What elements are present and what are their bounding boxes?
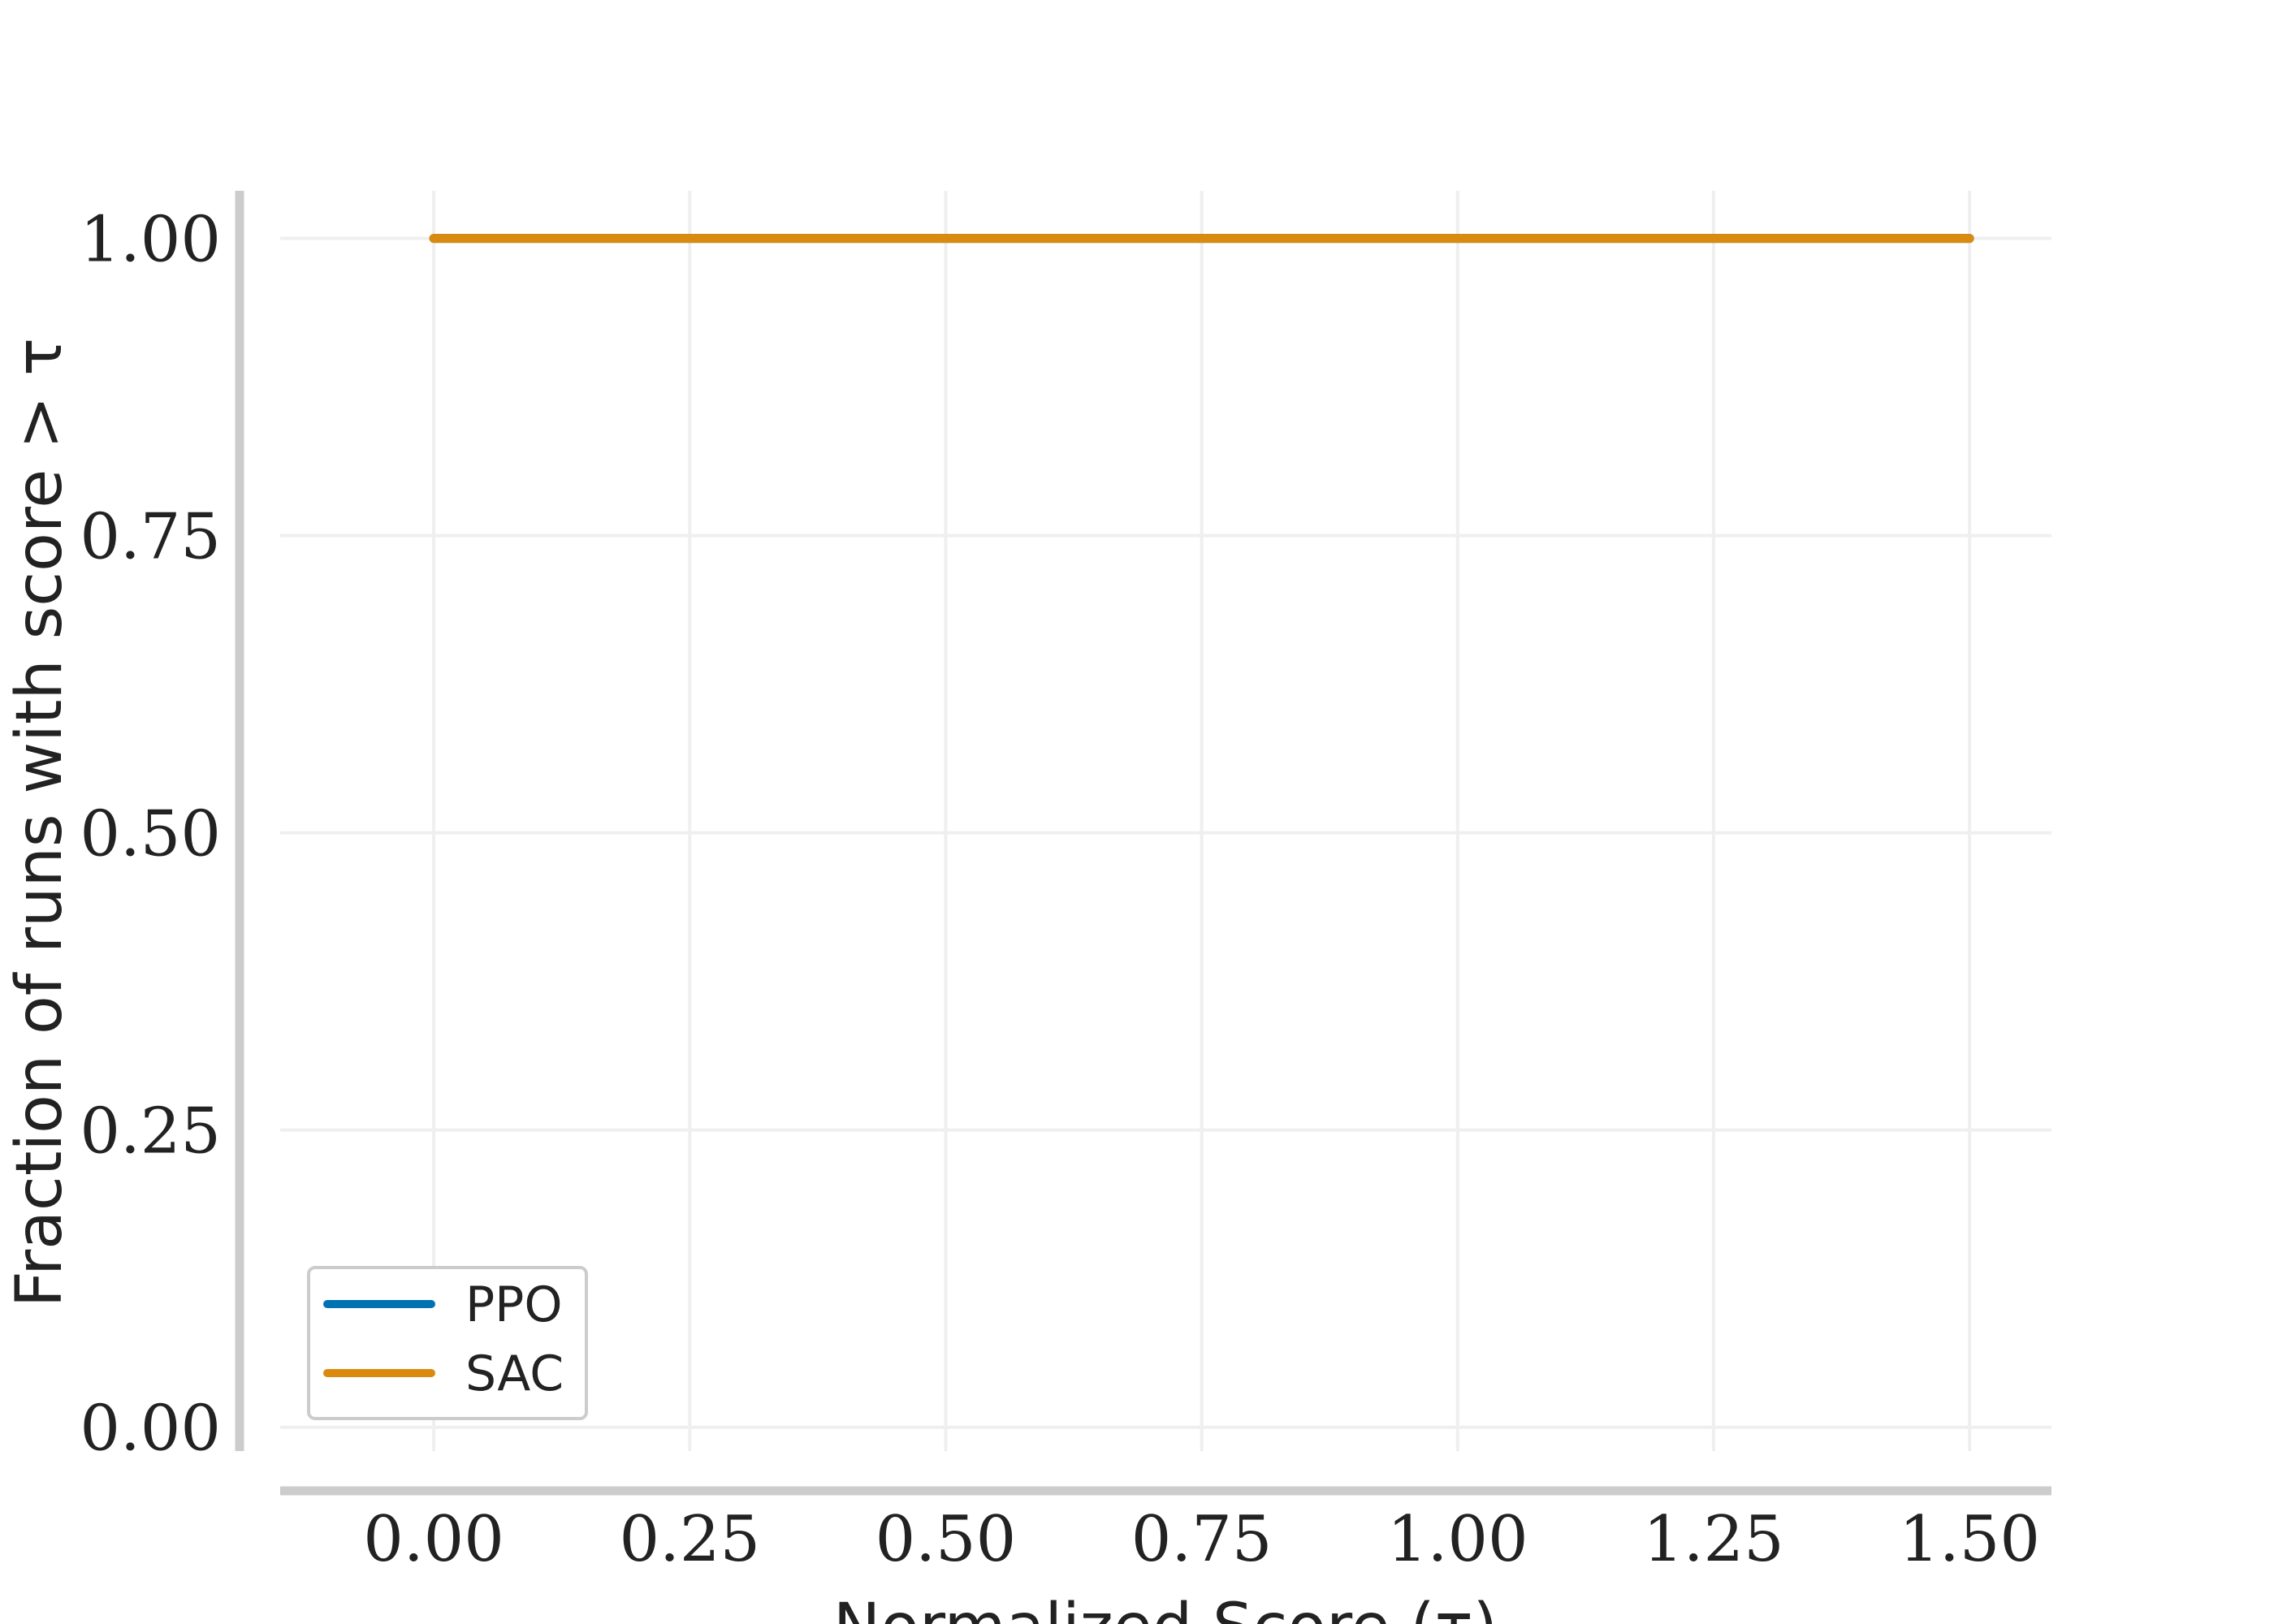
grid [280,191,2051,1451]
y-tick-label: 0.00 [80,1393,221,1466]
y-tick-label: 0.25 [80,1095,221,1168]
y-tick-label: 0.50 [80,798,221,871]
x-tick-label: 0.00 [363,1503,504,1576]
y-axis-label: Fraction of runs with score > τ [3,338,76,1307]
x-axis-label: Normalized Score (τ) [833,1591,1498,1624]
legend: PPO SAC [307,1266,588,1420]
y-tick-label: 0.75 [80,501,221,574]
x-tick-label: 0.25 [619,1503,760,1576]
axes [235,191,2051,1496]
x-tick-label: 1.00 [1387,1503,1528,1576]
x-tick-label: 0.75 [1131,1503,1273,1576]
legend-label-ppo: PPO [465,1276,563,1333]
x-tick-label: 0.50 [875,1503,1017,1576]
y-tick-label: 1.00 [80,204,221,277]
legend-label-sac: SAC [465,1345,564,1402]
x-tick-labels: 0.00 0.25 0.50 0.75 1.00 1.25 1.50 [363,1503,2040,1576]
x-tick-label: 1.25 [1643,1503,1784,1576]
x-tick-label: 1.50 [1899,1503,2040,1576]
y-tick-labels: 0.00 0.25 0.50 0.75 1.00 [80,204,221,1466]
